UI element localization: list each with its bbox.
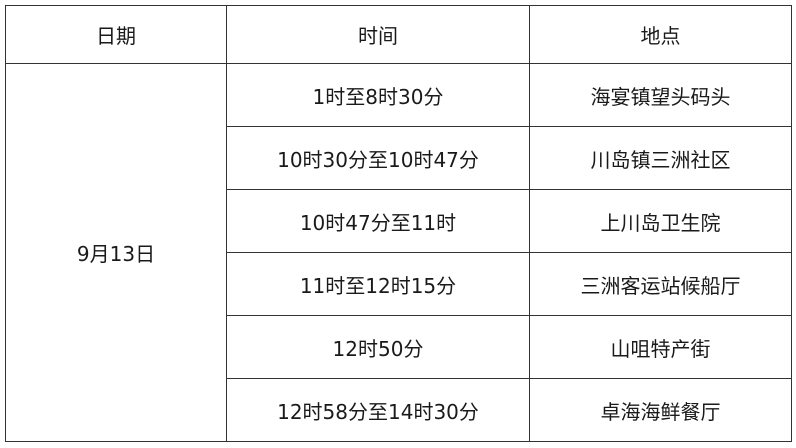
header-time: 时间: [226, 5, 530, 64]
table-row: 10时30分至10时47分 川岛镇三洲社区: [6, 126, 792, 190]
time-cell: 12时50分: [226, 315, 530, 379]
place-cell: 山咀特产街: [529, 315, 792, 379]
place-cell: 上川岛卫生院: [529, 189, 792, 253]
place-cell: 卓海海鲜餐厅: [529, 378, 792, 442]
header-row: 日期 时间 地点: [5, 5, 792, 64]
time-cell: 12时58分至14时30分: [226, 378, 530, 442]
header-place: 地点: [529, 5, 792, 64]
time-cell: 10时47分至11时: [226, 189, 530, 253]
place-cell: 川岛镇三洲社区: [529, 126, 792, 190]
header-date: 日期: [5, 5, 227, 64]
time-cell: 10时30分至10时47分: [226, 126, 530, 190]
schedule-table: 日期 时间 地点 9月13日 1时至8时30分 海宴镇望头码头 10时30分至1…: [5, 5, 792, 442]
time-cell: 1时至8时30分: [226, 63, 530, 127]
date-cell: 9月13日: [5, 63, 227, 442]
place-cell: 三洲客运站候船厅: [529, 252, 792, 316]
place-cell: 海宴镇望头码头: [529, 63, 792, 127]
table-row: 11时至12时15分 三洲客运站候船厅: [6, 252, 792, 316]
time-cell: 11时至12时15分: [226, 252, 530, 316]
table-row: 9月13日 1时至8时30分 海宴镇望头码头: [5, 63, 792, 442]
table-row: 12时58分至14时30分 卓海海鲜餐厅: [6, 378, 792, 442]
